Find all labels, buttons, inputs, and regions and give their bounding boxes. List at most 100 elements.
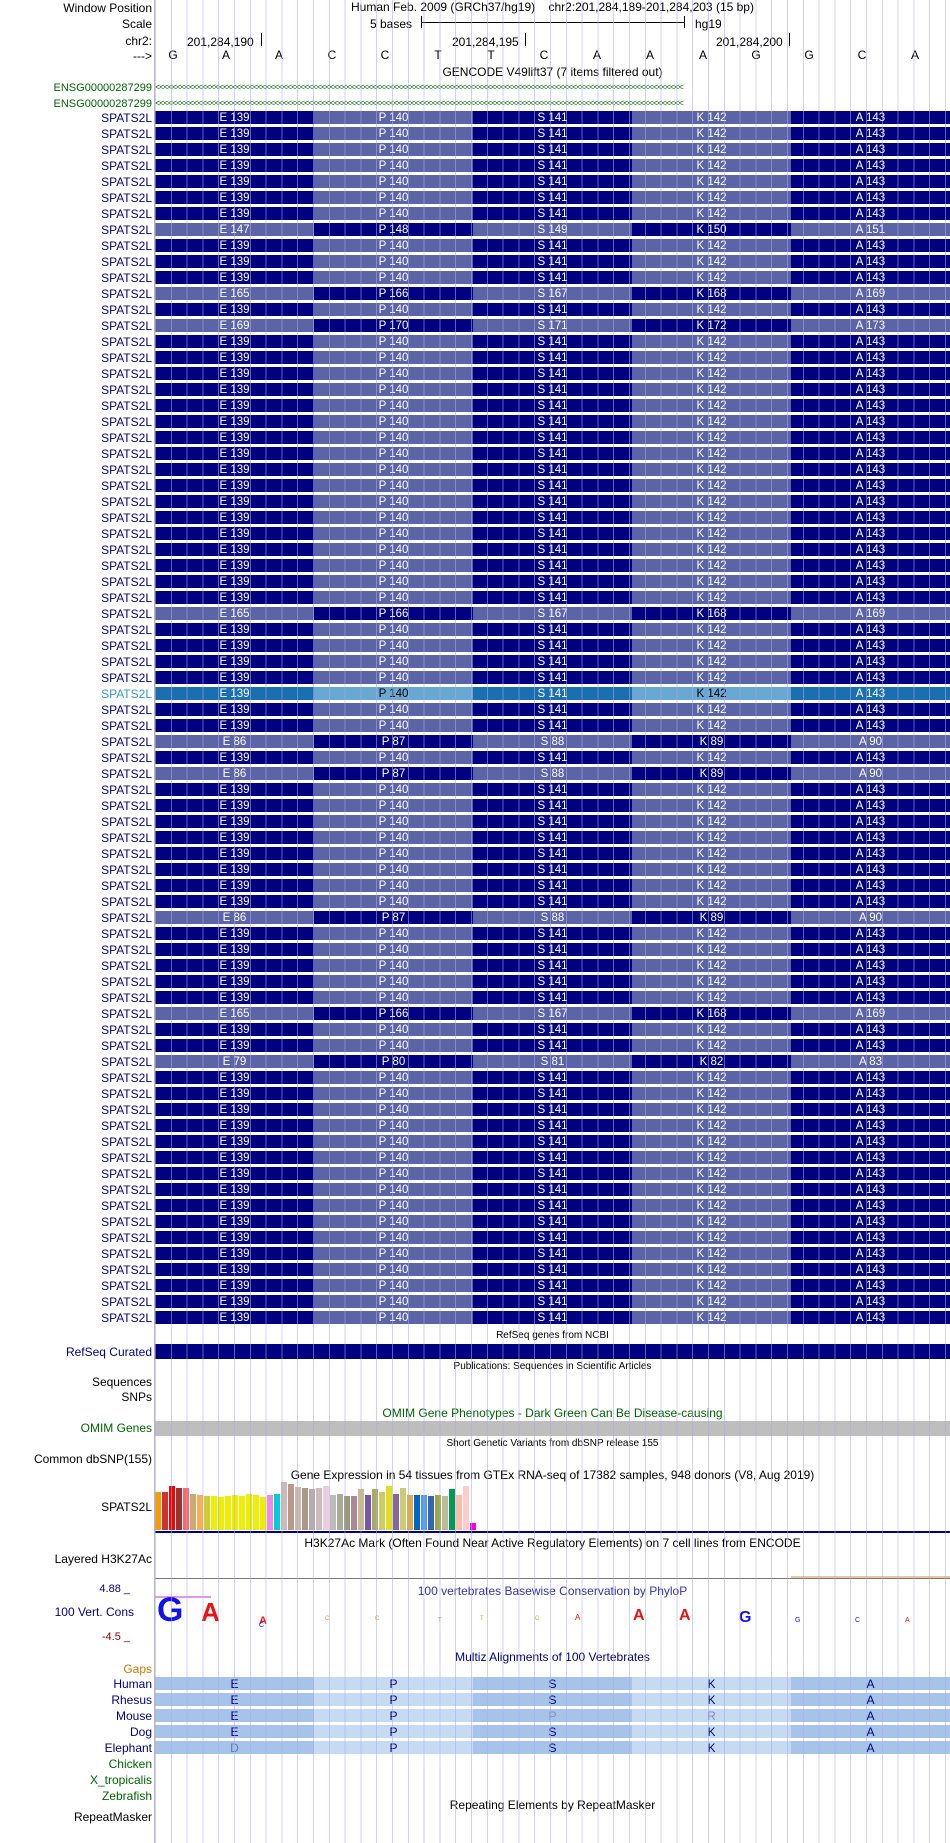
transcript-label[interactable]: SPATS2L [101, 111, 152, 125]
transcript-label[interactable]: SPATS2L [101, 271, 152, 285]
transcript-label[interactable]: SPATS2L [101, 143, 152, 157]
transcript-label[interactable]: SPATS2L [101, 895, 152, 909]
gtex-tissue-bar[interactable] [211, 1496, 217, 1530]
transcript-row[interactable]: E 139 P 140 S 141 K 142 A 143 [155, 111, 950, 125]
gtex-tissue-bar[interactable] [358, 1489, 364, 1530]
transcript-label[interactable]: SPATS2L [101, 1215, 152, 1229]
transcript-label[interactable]: SPATS2L [101, 815, 152, 829]
transcript-row[interactable]: E 165 P 166 S 167 K 168 A 169 [155, 1007, 950, 1021]
transcript-row[interactable]: E 139 P 140 S 141 K 142 A 143 [155, 1151, 950, 1165]
transcript-label[interactable]: SPATS2L [101, 639, 152, 653]
transcript-row[interactable]: E 139 P 140 S 141 K 142 A 143 [155, 879, 950, 893]
transcript-label[interactable]: SPATS2L [101, 1135, 152, 1149]
transcript-row[interactable]: E 139 P 140 S 141 K 142 A 143 [155, 991, 950, 1005]
rmsk-label[interactable]: RepeatMasker [73, 1810, 152, 1824]
gtex-tissue-bar[interactable] [197, 1495, 203, 1530]
transcript-row[interactable]: E 139 P 140 S 141 K 142 A 143 [155, 351, 950, 365]
transcript-row[interactable]: E 79 P 80 S 81 K 82 A 83 [155, 1055, 950, 1069]
transcript-row[interactable]: E 86 P 87 S 88 K 89 A 90 [155, 735, 950, 749]
transcript-label[interactable]: SPATS2L [101, 767, 152, 781]
transcript-label[interactable]: SPATS2L [101, 911, 152, 925]
gtex-tissue-bar[interactable] [435, 1495, 441, 1530]
transcript-label[interactable]: SPATS2L [101, 703, 152, 717]
transcript-row[interactable]: E 139 P 140 S 141 K 142 A 143 [155, 543, 950, 557]
gtex-tissue-bar[interactable] [351, 1496, 357, 1530]
transcript-label[interactable]: SPATS2L [101, 863, 152, 877]
gtex-tissue-bar[interactable] [407, 1495, 413, 1530]
transcript-label[interactable]: SPATS2L [101, 223, 152, 237]
transcript-row[interactable]: E 139 P 140 S 141 K 142 A 143 [155, 783, 950, 797]
transcript-row[interactable]: E 139 P 140 S 141 K 142 A 143 [155, 751, 950, 765]
gtex-tissue-bar[interactable] [365, 1495, 371, 1530]
transcript-row[interactable]: E 139 P 140 S 141 K 142 A 143 [155, 415, 950, 429]
transcript-label[interactable]: SPATS2L [101, 335, 152, 349]
transcript-label[interactable]: SPATS2L [101, 1231, 152, 1245]
gtex-tissue-bar[interactable] [386, 1486, 392, 1530]
transcript-row[interactable]: E 139 P 140 S 141 K 142 A 143 [155, 1087, 950, 1101]
transcript-label[interactable]: SPATS2L [101, 1167, 152, 1181]
transcript-label[interactable]: SPATS2L [101, 671, 152, 685]
transcript-label[interactable]: SPATS2L [101, 175, 152, 189]
transcript-label[interactable]: SPATS2L [101, 735, 152, 749]
gtex-tissue-bar[interactable] [379, 1492, 385, 1530]
transcript-row[interactable]: E 165 P 166 S 167 K 168 A 169 [155, 287, 950, 301]
transcript-row[interactable]: E 139 P 140 S 141 K 142 A 143 [155, 143, 950, 157]
transcript-label[interactable]: SPATS2L [101, 367, 152, 381]
gtex-tissue-bar[interactable] [337, 1494, 343, 1530]
gtex-label[interactable]: SPATS2L [101, 1500, 152, 1514]
omim-label[interactable]: OMIM Genes [80, 1421, 152, 1435]
gtex-tissue-bar[interactable] [456, 1495, 462, 1530]
transcript-row[interactable]: E 139 P 140 S 141 K 142 A 143 [155, 1231, 950, 1245]
transcript-label[interactable]: SPATS2L [101, 943, 152, 957]
transcript-row[interactable]: E 147 P 148 S 149 K 150 A 151 [155, 223, 950, 237]
transcript-label[interactable]: SPATS2L [101, 399, 152, 413]
gtex-tissue-bar[interactable] [274, 1494, 280, 1530]
transcript-row[interactable]: E 139 P 140 S 141 K 142 A 143 [155, 207, 950, 221]
gtex-tissue-bar[interactable] [442, 1496, 448, 1530]
transcript-label[interactable]: SPATS2L [101, 1087, 152, 1101]
gtex-tissue-bar[interactable] [309, 1489, 315, 1530]
transcript-label[interactable]: SPATS2L [101, 687, 152, 701]
transcript-label[interactable]: SPATS2L [101, 1247, 152, 1261]
transcript-row[interactable]: E 86 P 87 S 88 K 89 A 90 [155, 767, 950, 781]
gtex-tissue-bar[interactable] [449, 1489, 455, 1530]
gtex-tissue-bar[interactable] [246, 1494, 252, 1530]
transcript-row[interactable]: E 139 P 140 S 141 K 142 A 143 [155, 495, 950, 509]
transcript-row[interactable]: E 139 P 140 S 141 K 142 A 143 [155, 1263, 950, 1277]
transcript-label[interactable]: SPATS2L [101, 927, 152, 941]
transcript-row[interactable]: E 139 P 140 S 141 K 142 A 143 [155, 1247, 950, 1261]
transcript-label[interactable]: SPATS2L [101, 1279, 152, 1293]
transcript-label[interactable]: SPATS2L [101, 879, 152, 893]
transcript-label[interactable]: SPATS2L [101, 623, 152, 637]
gtex-tissue-bar[interactable] [316, 1488, 322, 1530]
transcript-row[interactable]: E 139 P 140 S 141 K 142 A 143 [155, 799, 950, 813]
transcript-row[interactable]: E 139 P 140 S 141 K 142 A 143 [155, 479, 950, 493]
transcript-label[interactable]: SPATS2L [101, 799, 152, 813]
transcript-label[interactable]: SPATS2L [101, 415, 152, 429]
transcript-label[interactable]: SPATS2L [101, 191, 152, 205]
transcript-row[interactable]: E 139 P 140 S 141 K 142 A 143 [155, 575, 950, 589]
transcript-row[interactable]: E 139 P 140 S 141 K 142 A 143 [155, 847, 950, 861]
transcript-label[interactable]: SPATS2L [101, 1039, 152, 1053]
transcript-label[interactable]: SPATS2L [101, 607, 152, 621]
transcript-row[interactable]: E 139 P 140 S 141 K 142 A 143 [155, 447, 950, 461]
transcript-label[interactable]: SPATS2L [101, 1119, 152, 1133]
transcript-row[interactable]: E 139 P 140 S 141 K 142 A 143 [155, 639, 950, 653]
gtex-tissue-bar[interactable] [225, 1496, 231, 1530]
transcript-label[interactable]: SPATS2L [101, 751, 152, 765]
transcript-label[interactable]: SPATS2L [101, 1007, 152, 1021]
gtex-tissue-bar[interactable] [463, 1486, 469, 1530]
dbsnp-label[interactable]: Common dbSNP(155) [33, 1452, 152, 1466]
transcript-label[interactable]: SPATS2L [101, 319, 152, 333]
gtex-bars[interactable] [155, 1482, 950, 1530]
gtex-tissue-bar[interactable] [239, 1496, 245, 1530]
transcript-label[interactable]: SPATS2L [101, 351, 152, 365]
gtex-tissue-bar[interactable] [323, 1486, 329, 1530]
phylop-label[interactable]: 100 Vert. Cons [54, 1605, 134, 1619]
transcript-row[interactable]: E 139 P 140 S 141 K 142 A 143 [155, 303, 950, 317]
gtex-tissue-bar[interactable] [421, 1495, 427, 1530]
transcript-row[interactable]: E 86 P 87 S 88 K 89 A 90 [155, 911, 950, 925]
transcript-row[interactable]: E 139 P 140 S 141 K 142 A 143 [155, 591, 950, 605]
